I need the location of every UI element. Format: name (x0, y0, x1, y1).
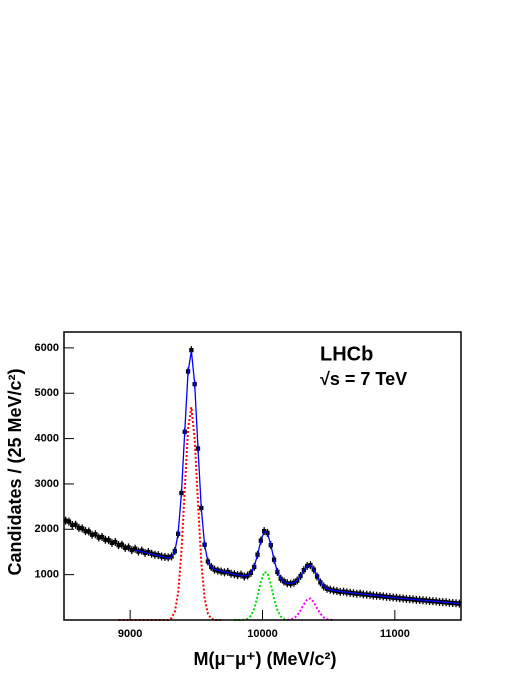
y-tick-label: 6000 (35, 342, 59, 354)
energy-label: √s = 7 TeV (320, 369, 407, 389)
x-axis-title: M(μ⁻μ⁺) (MeV/c²) (193, 649, 336, 669)
y-tick-label: 5000 (35, 387, 59, 399)
data-point (129, 546, 134, 555)
y-tick-label: 4000 (35, 432, 59, 444)
component-curve (287, 597, 334, 621)
data-point (106, 536, 111, 545)
y-tick-label: 3000 (35, 478, 59, 490)
plot-frame (63, 331, 462, 621)
fit-curve (134, 350, 460, 605)
y-tick-label: 2000 (35, 523, 59, 535)
experiment-label: LHCb (320, 343, 373, 365)
x-tick-label: 10000 (247, 628, 278, 640)
y-axis-title: Candidates / (25 MeV/c²) (5, 368, 25, 575)
x-tick-label: 11000 (380, 628, 410, 640)
x-tick-label: 9000 (118, 628, 142, 640)
y-tick-label: 1000 (35, 569, 59, 581)
data-point (109, 538, 115, 547)
data-point (83, 527, 88, 536)
